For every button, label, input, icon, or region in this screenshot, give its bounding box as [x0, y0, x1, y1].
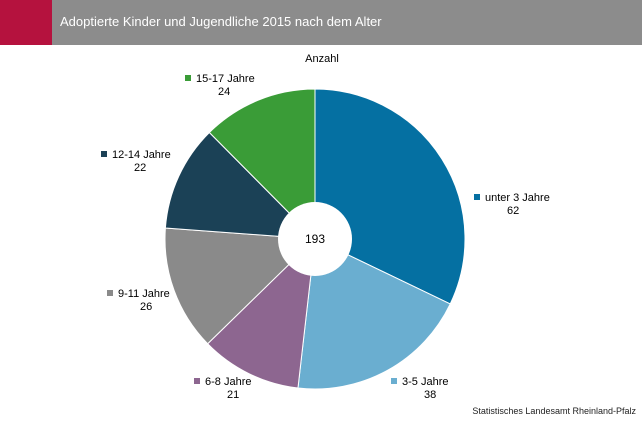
title-bar: Adoptierte Kinder und Jugendliche 2015 n… [0, 0, 642, 45]
legend-swatch [107, 290, 113, 296]
legend-swatch [194, 378, 200, 384]
chart-title: Adoptierte Kinder und Jugendliche 2015 n… [60, 14, 382, 29]
slice-value-label: 21 [227, 389, 239, 401]
slice-label: 9-11 Jahre [118, 288, 170, 300]
source-note: Statistisches Landesamt Rheinland-Pfalz [472, 406, 636, 416]
donut-hole [278, 202, 352, 276]
pie-slice [164, 227, 317, 345]
legend-swatch [101, 151, 107, 157]
pie-slice [206, 237, 316, 389]
pie-slice [297, 238, 451, 390]
slice-value-label: 62 [507, 205, 519, 217]
slice-value-label: 24 [218, 86, 230, 98]
slice-label: unter 3 Jahre [485, 192, 550, 204]
slice-value-label: 26 [140, 301, 152, 313]
brand-block [0, 0, 52, 45]
slice-value-label: 22 [134, 162, 146, 174]
total-label: 193 [305, 232, 325, 246]
chart-subtitle: Anzahl [305, 53, 339, 65]
slice-label: 6-8 Jahre [205, 376, 251, 388]
legend-swatch [474, 194, 480, 200]
pie-slice [314, 88, 466, 305]
slice-label: 15-17 Jahre [196, 73, 255, 85]
legend-swatch [185, 75, 191, 81]
slice-value-label: 38 [424, 389, 436, 401]
pie-slice [208, 88, 316, 241]
slice-label: 12-14 Jahre [112, 149, 171, 161]
pie-slice [164, 131, 317, 240]
slice-label: 3-5 Jahre [402, 376, 448, 388]
legend-swatch [391, 378, 397, 384]
